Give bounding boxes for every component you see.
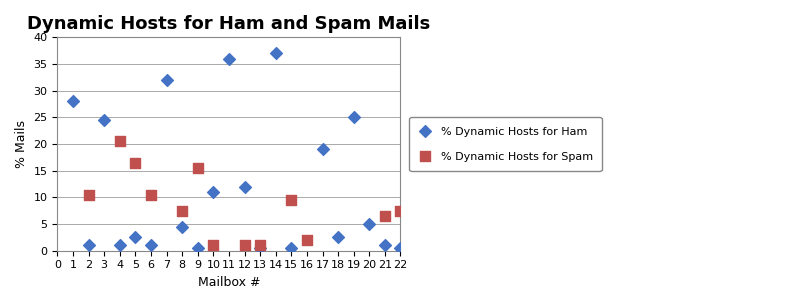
% Dynamic Hosts for Spam	[254, 243, 267, 248]
% Dynamic Hosts for Ham	[347, 115, 360, 120]
% Dynamic Hosts for Spam	[83, 192, 95, 197]
% Dynamic Hosts for Spam	[114, 139, 126, 144]
% Dynamic Hosts for Spam	[129, 160, 141, 165]
% Dynamic Hosts for Ham	[285, 246, 298, 250]
% Dynamic Hosts for Ham	[254, 246, 267, 250]
% Dynamic Hosts for Ham	[394, 246, 407, 250]
% Dynamic Hosts for Ham	[175, 224, 188, 229]
% Dynamic Hosts for Ham	[98, 118, 110, 123]
% Dynamic Hosts for Ham	[379, 243, 391, 248]
% Dynamic Hosts for Spam	[301, 238, 314, 243]
X-axis label: Mailbox #: Mailbox #	[198, 276, 260, 289]
% Dynamic Hosts for Ham	[145, 243, 157, 248]
% Dynamic Hosts for Ham	[269, 51, 282, 56]
% Dynamic Hosts for Spam	[285, 198, 298, 202]
% Dynamic Hosts for Ham	[207, 190, 220, 195]
% Dynamic Hosts for Ham	[160, 78, 173, 82]
% Dynamic Hosts for Ham	[363, 222, 376, 226]
% Dynamic Hosts for Ham	[238, 184, 251, 189]
Legend: % Dynamic Hosts for Ham, % Dynamic Hosts for Spam: % Dynamic Hosts for Ham, % Dynamic Hosts…	[410, 117, 602, 171]
% Dynamic Hosts for Ham	[83, 243, 95, 248]
Y-axis label: % Mails: % Mails	[15, 120, 28, 168]
% Dynamic Hosts for Spam	[238, 243, 251, 248]
% Dynamic Hosts for Spam	[145, 192, 157, 197]
% Dynamic Hosts for Ham	[316, 147, 329, 152]
% Dynamic Hosts for Spam	[207, 243, 220, 248]
Title: Dynamic Hosts for Ham and Spam Mails: Dynamic Hosts for Ham and Spam Mails	[27, 15, 430, 33]
% Dynamic Hosts for Spam	[191, 166, 204, 171]
% Dynamic Hosts for Spam	[379, 214, 391, 219]
% Dynamic Hosts for Ham	[129, 235, 141, 240]
% Dynamic Hosts for Ham	[114, 243, 126, 248]
% Dynamic Hosts for Spam	[175, 208, 188, 213]
% Dynamic Hosts for Ham	[332, 235, 345, 240]
% Dynamic Hosts for Ham	[67, 99, 79, 104]
% Dynamic Hosts for Ham	[222, 56, 235, 61]
% Dynamic Hosts for Ham	[191, 246, 204, 250]
% Dynamic Hosts for Spam	[394, 208, 407, 213]
